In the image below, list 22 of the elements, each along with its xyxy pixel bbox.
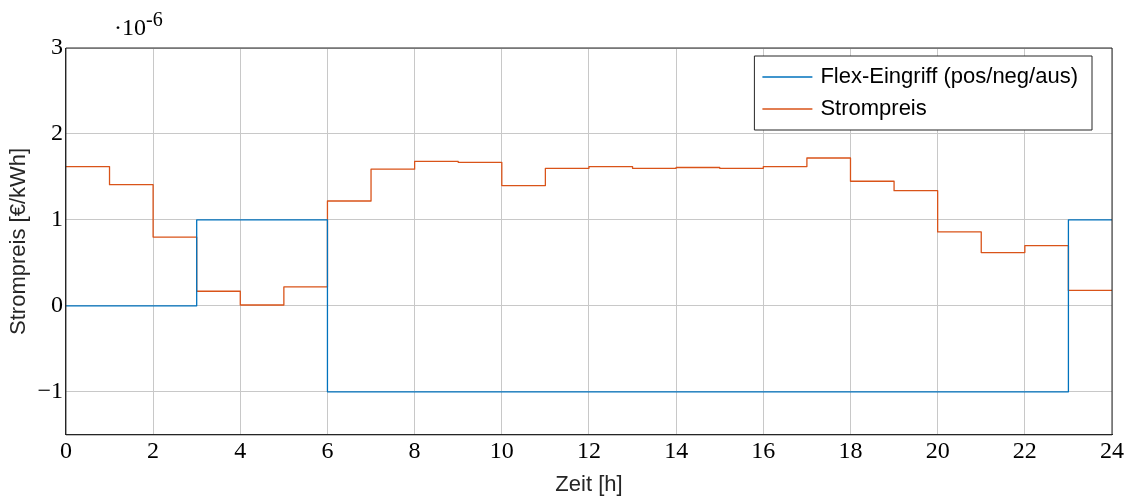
y-axis-title: Strompreis [€/kWh] — [5, 147, 31, 335]
x-tick-label: 6 — [321, 437, 334, 464]
x-tick-label: 16 — [751, 437, 776, 464]
x-tick-label: 24 — [1100, 437, 1124, 464]
y-tick-label: 2 — [50, 119, 63, 146]
x-tick-label: 20 — [925, 437, 950, 464]
x-tick-label: 4 — [234, 437, 247, 464]
x-tick-label: 18 — [838, 437, 863, 464]
x-tick-label: 14 — [664, 437, 689, 464]
x-tick-label: 12 — [576, 437, 601, 464]
x-tick-label: 8 — [408, 437, 421, 464]
text: ·10$^{-6}$ — [114, 8, 163, 41]
x-axis-title: Zeit [h] — [555, 470, 623, 496]
legend-label: Flex-Eingriff (pos/neg/aus) — [820, 63, 1079, 89]
x-tick-label: 22 — [1012, 437, 1037, 464]
y-tick-label: 1 — [50, 205, 63, 232]
y-tick-label: −1 — [37, 377, 63, 404]
legend-label: Strompreis — [820, 95, 927, 121]
x-tick-label: 2 — [147, 437, 160, 464]
y-tick-label: 3 — [50, 33, 63, 60]
y-tick-label: 0 — [50, 291, 63, 318]
x-tick-label: 10 — [489, 437, 514, 464]
